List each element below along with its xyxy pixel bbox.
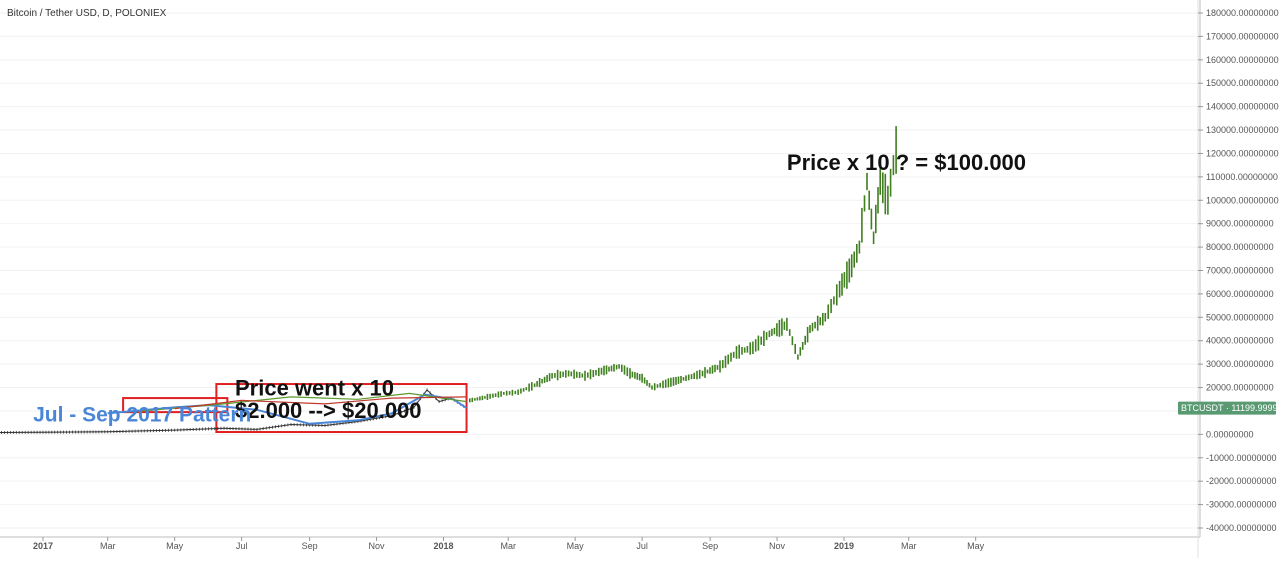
y-tick-label: 130000.00000000 bbox=[1206, 125, 1279, 135]
y-tick-label: 70000.00000000 bbox=[1206, 266, 1274, 276]
x-tick-label: May bbox=[166, 541, 184, 551]
projection-line-red bbox=[174, 396, 467, 410]
y-tick-label: 110000.00000000 bbox=[1206, 172, 1278, 182]
x-tick-label: Mar bbox=[901, 541, 917, 551]
x-tick-label: May bbox=[967, 541, 985, 551]
y-tick-label: -20000.00000000 bbox=[1206, 476, 1277, 486]
y-tick-label: -40000.00000000 bbox=[1206, 523, 1277, 533]
x-tick-label: Jul bbox=[236, 541, 248, 551]
annotation-text: $2.000 --> $20.000 bbox=[235, 398, 422, 423]
y-tick-label: 160000.00000000 bbox=[1206, 55, 1279, 65]
y-tick-label: 20000.00000000 bbox=[1206, 383, 1274, 393]
y-tick-label: 30000.00000000 bbox=[1206, 359, 1274, 369]
y-tick-label: 120000.00000000 bbox=[1206, 148, 1279, 158]
x-tick-label: Jul bbox=[636, 541, 648, 551]
x-tick-label: 2018 bbox=[433, 541, 453, 551]
annotation-text: Jul - Sep 2017 Pattern bbox=[33, 404, 251, 427]
x-tick-label: Mar bbox=[100, 541, 116, 551]
y-tick-label: 40000.00000000 bbox=[1206, 336, 1274, 346]
x-tick-label: Nov bbox=[769, 541, 786, 551]
y-tick-label: 100000.00000000 bbox=[1206, 195, 1279, 205]
projection-line-green bbox=[141, 392, 467, 412]
annotation-box bbox=[122, 397, 229, 414]
y-tick-label: 140000.00000000 bbox=[1206, 102, 1279, 112]
y-tick-label: 180000.00000000 bbox=[1206, 8, 1279, 18]
chart-title: Bitcoin / Tether USD, D, POLONIEX bbox=[7, 8, 167, 19]
x-tick-label: 2019 bbox=[834, 541, 854, 551]
annotation-text: Price x 10 ? = $100.000 bbox=[787, 150, 1026, 175]
y-tick-label: 170000.00000000 bbox=[1206, 31, 1279, 41]
y-tick-label: 90000.00000000 bbox=[1206, 219, 1274, 229]
y-tick-label: 0.00000000 bbox=[1206, 429, 1254, 439]
y-tick-label: 150000.00000000 bbox=[1206, 78, 1279, 88]
x-tick-label: Nov bbox=[369, 541, 386, 551]
x-tick-label: 2017 bbox=[33, 541, 53, 551]
x-tick-label: Mar bbox=[500, 541, 516, 551]
annotation-text: Price went x 10 bbox=[235, 376, 394, 401]
y-tick-label: 80000.00000000 bbox=[1206, 242, 1274, 252]
y-tick-label: 50000.00000000 bbox=[1206, 312, 1274, 322]
y-tick-label: 60000.00000000 bbox=[1206, 289, 1274, 299]
x-tick-label: May bbox=[567, 541, 585, 551]
current-price-text: BTCUSDT · 11199.99999960 bbox=[1181, 403, 1280, 413]
x-tick-label: Sep bbox=[302, 541, 318, 551]
x-tick-label: Sep bbox=[702, 541, 718, 551]
y-tick-label: -30000.00000000 bbox=[1206, 500, 1277, 510]
current-price-tag: BTCUSDT · 11199.99999960 bbox=[1178, 401, 1280, 415]
y-tick-label: -10000.00000000 bbox=[1206, 453, 1277, 463]
